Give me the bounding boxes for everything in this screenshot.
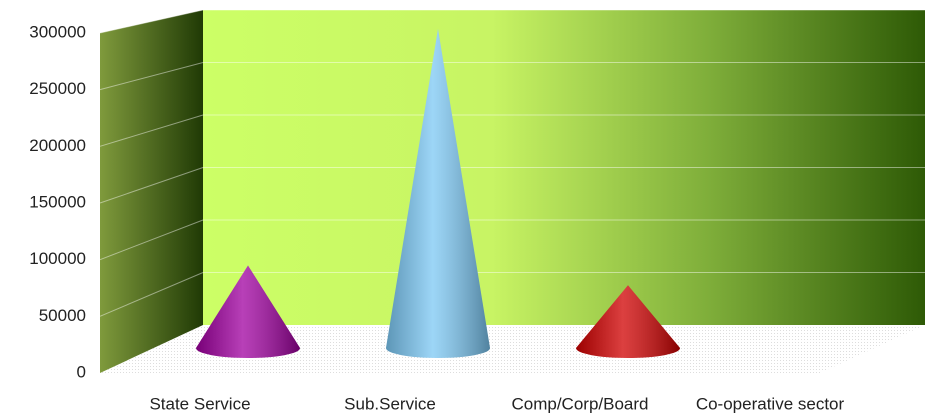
cone xyxy=(386,29,490,358)
grid-line xyxy=(99,114,204,147)
floor xyxy=(100,325,925,373)
y-tick-label: 200000 xyxy=(29,136,86,155)
cone-shade xyxy=(576,285,680,358)
y-tick-label: 250000 xyxy=(29,79,86,98)
grid-line xyxy=(99,62,204,91)
cone xyxy=(576,285,680,358)
y-tick-label: 150000 xyxy=(29,192,86,211)
x-tick-label: Comp/Corp/Board xyxy=(511,394,648,413)
grid-line xyxy=(99,9,204,34)
y-tick-label: 100000 xyxy=(29,249,86,268)
y-tick-label: 0 xyxy=(77,362,86,381)
x-tick-label: Co-operative sector xyxy=(696,394,845,413)
y-tick-label: 300000 xyxy=(29,22,86,41)
left-wall xyxy=(100,10,203,373)
cone-shade xyxy=(196,265,300,358)
y-tick-label: 50000 xyxy=(39,306,86,325)
cone-shade xyxy=(386,29,490,358)
grid-line xyxy=(99,219,204,261)
grid-line xyxy=(99,167,204,204)
grid-line xyxy=(99,272,204,317)
cone xyxy=(196,265,300,358)
back-wall xyxy=(203,10,925,325)
x-tick-label: State Service xyxy=(149,394,250,413)
x-tick-label: Sub.Service xyxy=(344,394,436,413)
